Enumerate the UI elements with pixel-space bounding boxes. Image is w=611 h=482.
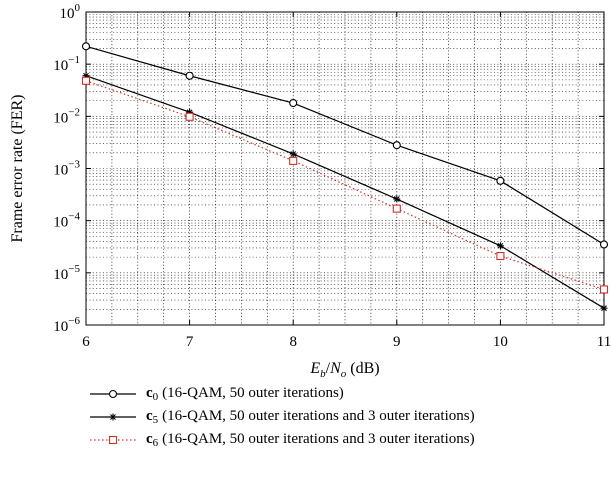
legend-text-c6: (16-QAM, 50 outer iterations and 3 outer… [162,431,475,447]
series-marker-0 [289,98,298,108]
legend-text-c0: (16-QAM, 50 outer iterations) [162,385,344,401]
legend-subscript-c5: 5 [152,414,159,426]
x-axis-title: Eb/No (dB) [309,360,379,380]
series-marker-1 [289,150,297,158]
x-tick-label: 7 [186,334,194,350]
legend-text-c5: (16-QAM, 50 outer iterations and 3 outer… [162,408,475,424]
series-line-1 [85,75,605,309]
y-tick-label: 10−2 [53,106,80,126]
series-marker-2 [81,76,91,85]
fer-chart: 6 7 8 9 10 11 100 10−1 10−2 10−3 10−4 10−5 10−6 Fram… [9,2,611,380]
x-tick-label: 10 [493,334,508,350]
series-marker-0 [496,176,505,185]
series-marker-2 [496,251,505,261]
x-tick-label: 8 [289,334,297,350]
series-layer [81,42,609,312]
series-marker-2 [185,112,194,121]
legend-label-c0: c 0 (16-QAM, 50 outer iterations) [146,385,344,403]
y-tick-label: 10−3 [53,159,80,179]
x-tick-label: 9 [393,334,401,350]
series-marker-2 [392,204,401,213]
legend-symbol-c0: c [146,385,153,401]
series-marker-2 [599,285,609,294]
x-axis-title-n: N [329,360,342,377]
x-tick-label: 6 [82,334,90,350]
y-tick-label: 10−1 [53,54,80,74]
legend-swatch-c0 [90,389,136,398]
x-axis-title-sub-o: o [341,368,347,380]
legend-symbol-c5: c [146,408,153,424]
legend-item-c6: c 6 (16-QAM, 50 outer iterations and 3 out… [88,428,608,451]
x-tick-label: 11 [597,334,611,350]
x-axis-title-sub-b: b [320,368,326,380]
legend-item-c0: c 0 (16-QAM, 50 outer iterations) [88,382,608,405]
y-tick-label: 100 [60,2,81,22]
legend-swatch-c6 [90,435,136,444]
y-tick-label: 10−6 [53,315,80,335]
series-marker-1 [496,242,504,250]
legend-item-c5: c 5 (16-QAM, 50 outer iterations and 3 out… [88,405,608,428]
series-marker-1 [393,195,401,203]
series-marker-0 [185,71,194,80]
legend-symbol-c6: c [146,431,153,447]
x-axis-title-slash: / [326,360,331,377]
legend-label-c5: c 5 (16-QAM, 50 outer iterations and 3 out… [146,408,475,426]
series-marker-0 [599,240,609,249]
y-tick-label: 10−5 [53,263,80,283]
series-marker-2 [289,156,298,165]
legend-subscript-c6: 6 [152,437,159,449]
grid-lines [86,12,604,325]
series-line-0 [85,45,605,245]
legend-swatch-c5 [90,413,136,420]
legend-label-c6: c 6 (16-QAM, 50 outer iterations and 3 out… [146,431,475,449]
legend-subscript-c0: 0 [152,391,159,403]
series-line-2 [85,80,605,291]
y-tick-label: 10−4 [53,211,80,231]
series-marker-1 [600,304,608,312]
x-axis-title-unit: (dB) [346,360,379,377]
legend: c 0 (16-QAM, 50 outer iterations) c 5 (16-QA… [88,382,608,451]
y-axis-title: Frame error rate (FER) [9,95,26,243]
x-axis-title-e: E [309,360,320,377]
series-marker-0 [81,42,91,51]
axis-ticks: 6 7 8 9 10 11 100 10−1 10−2 10−3 10−4 10−5 10−6 [53,2,611,350]
series-marker-0 [392,141,401,150]
